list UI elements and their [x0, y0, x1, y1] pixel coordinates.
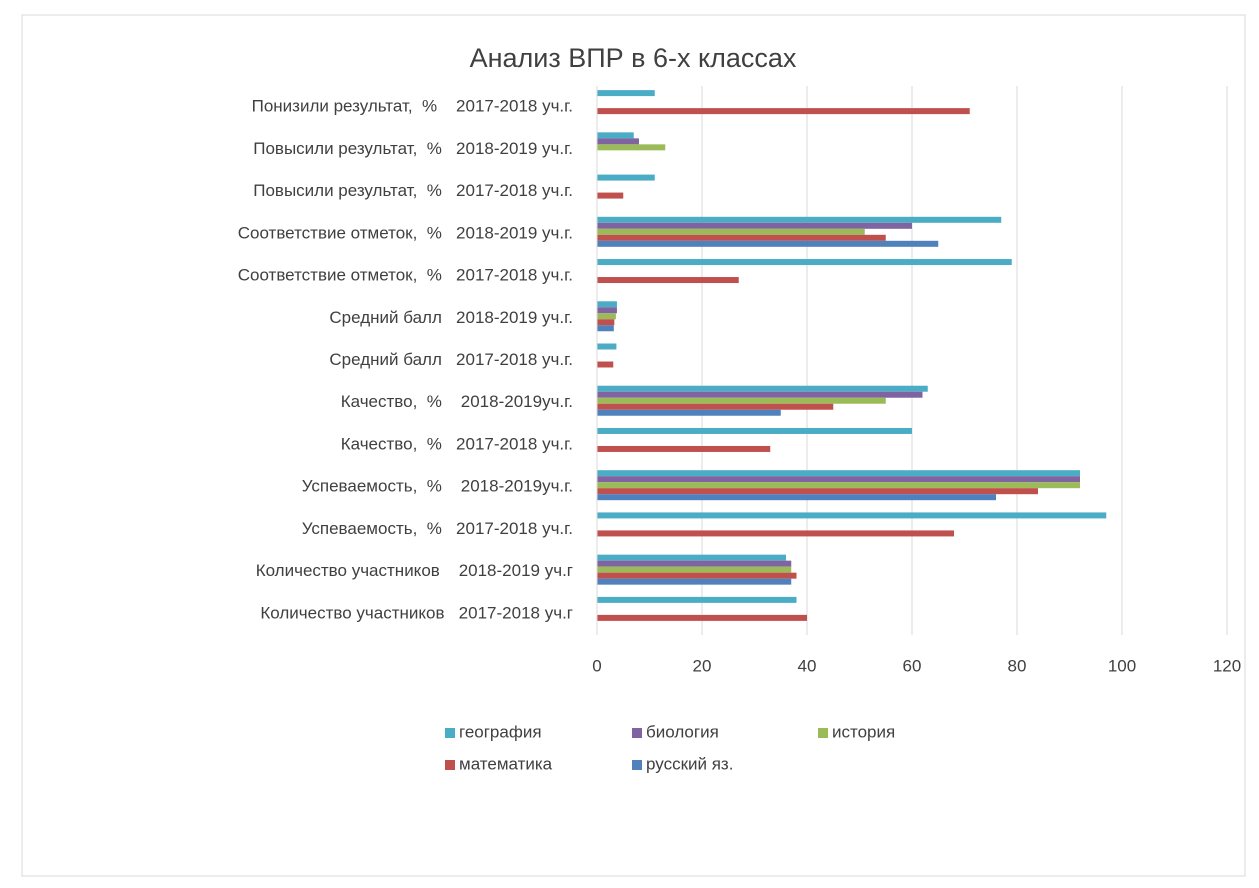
y-tick-label: Понизили результат, % 2017-2018 уч.г.	[252, 97, 573, 116]
bar	[597, 578, 792, 585]
bar	[597, 138, 639, 145]
bar	[597, 240, 939, 247]
legend-label: биология	[646, 722, 719, 741]
legend-swatch	[632, 760, 642, 770]
x-tick-label: 100	[1108, 656, 1136, 675]
legend-swatch	[632, 728, 642, 738]
legend-label: история	[832, 722, 895, 741]
bar	[597, 222, 912, 229]
bar	[597, 361, 614, 368]
y-tick-label: Качество, % 2018-2019уч.г.	[341, 392, 573, 411]
x-tick-label: 0	[592, 656, 601, 675]
bar	[597, 530, 954, 537]
legend-swatch	[818, 728, 828, 738]
y-tick-label: Успеваемость, % 2018-2019уч.г.	[302, 477, 573, 496]
bar	[597, 132, 634, 139]
y-tick-label: Количество участников 2017-2018 уч.г	[260, 603, 573, 622]
bar	[597, 385, 928, 392]
bar	[597, 307, 617, 314]
bar	[597, 403, 834, 410]
bar	[597, 391, 923, 398]
bar	[597, 325, 614, 332]
bar	[597, 482, 1080, 489]
bar	[597, 554, 786, 561]
bar	[597, 397, 886, 404]
bar	[597, 409, 781, 416]
bar	[597, 313, 616, 320]
x-tick-label: 120	[1213, 656, 1241, 675]
y-tick-label: Повысили результат, % 2017-2018 уч.г.	[253, 181, 573, 200]
y-tick-label: Повысили результат, % 2018-2019 уч.г.	[253, 139, 573, 158]
x-tick-label: 80	[1008, 656, 1027, 675]
bar	[597, 427, 912, 434]
bar	[597, 108, 970, 115]
legend-swatch	[445, 728, 455, 738]
bar	[597, 234, 886, 241]
bar	[597, 494, 996, 501]
legend-label: математика	[459, 754, 553, 773]
bar	[597, 614, 807, 621]
bar	[597, 572, 797, 579]
bar	[597, 476, 1080, 483]
legend-swatch	[445, 760, 455, 770]
bar	[597, 470, 1080, 477]
bar	[597, 512, 1107, 519]
y-tick-label: Соответствие отметок, % 2018-2019 уч.г.	[238, 223, 573, 242]
legend-label: география	[459, 722, 542, 741]
y-tick-label: Средний балл 2017-2018 уч.г.	[329, 350, 573, 369]
bar	[597, 259, 1012, 266]
x-tick-label: 40	[798, 656, 817, 675]
y-tick-label: Успеваемость, % 2017-2018 уч.г.	[302, 519, 573, 538]
x-tick-label: 60	[903, 656, 922, 675]
bar	[597, 192, 624, 199]
bar	[597, 90, 655, 97]
bar	[597, 144, 666, 151]
bar	[597, 566, 792, 573]
x-tick-label: 20	[693, 656, 712, 675]
bar	[597, 596, 797, 603]
bar	[597, 228, 865, 235]
bar	[597, 277, 739, 284]
y-tick-label: Соответствие отметок, % 2017-2018 уч.г.	[238, 266, 573, 285]
y-tick-label: Количество участников 2018-2019 уч.г	[256, 561, 573, 580]
y-tick-label: Качество, % 2017-2018 уч.г.	[341, 434, 573, 453]
bar	[597, 174, 655, 181]
bar	[597, 488, 1038, 495]
chart-title: Анализ ВПР в 6-х классах	[470, 43, 797, 73]
bar	[597, 560, 792, 567]
bar	[597, 445, 771, 452]
legend-label: русский яз.	[646, 754, 733, 773]
y-tick-label: Средний балл 2018-2019 уч.г.	[329, 308, 573, 327]
bar	[597, 319, 615, 326]
bar	[597, 301, 617, 308]
bar	[597, 216, 1002, 223]
bar	[597, 343, 617, 350]
